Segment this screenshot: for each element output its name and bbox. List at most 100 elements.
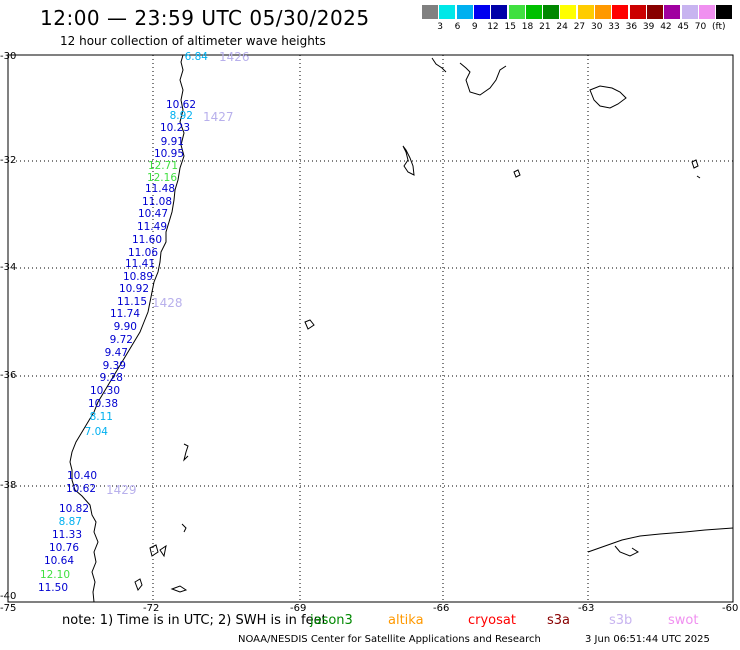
wave-height-label: 11.50 [37,582,68,594]
satellite-label: s3b [609,613,633,628]
latitude-label: -36 [0,370,17,381]
legend-swatch [508,5,525,19]
wave-height-label: 10.82 [58,503,89,515]
argentina-coastline-north [431,57,507,96]
wave-height-label: 12.16 [146,172,177,184]
pass-number-label: 1426 [219,50,250,64]
wave-height-label: 11.74 [109,308,140,320]
graticule [8,55,733,602]
page-subtitle: 12 hour collection of altimeter wave hei… [60,34,326,48]
legend-swatch [629,5,646,19]
wave-height-label: 12.71 [147,160,178,172]
legend-swatch [456,5,473,19]
mid-ocean-islet [304,319,315,330]
page-title: 12:00 — 23:59 UTC 05/30/2025 [40,6,370,30]
wave-height-label: 10.95 [153,148,184,160]
legend-swatch [439,5,456,19]
legend-label: 15 [504,22,516,32]
wave-height-label: 10.23 [159,122,190,134]
legend-label: 39 [642,22,655,32]
legend-label: 24 [556,22,568,32]
wave-height-label: 11.48 [144,183,175,195]
wave-height-label: 10.89 [122,271,153,283]
wave-height-label: 10.40 [66,470,97,482]
wave-height-label: 11.06 [127,247,158,259]
wave-height-label: 10.38 [87,398,118,410]
legend-swatch [422,5,438,19]
generated-timestamp: 3 Jun 06:51:44 UTC 2025 [585,634,710,645]
pass-number-label: 1429 [106,483,137,497]
legend-swatch [525,5,542,19]
wave-height-label: 6.84 [184,51,208,63]
south-atlantic-islet [513,169,521,178]
wave-height-label: 8.11 [89,411,113,423]
satellite-label: altika [388,613,424,628]
legend-label: 36 [625,22,638,32]
latitude-label: -38 [0,480,17,491]
wave-height-label: 11.15 [116,296,147,308]
longitude-label: -75 [0,603,17,614]
wave-height-label: 9.39 [102,360,126,372]
longitude-label: -60 [722,603,739,614]
satellite-label: s3a [547,613,571,628]
latitude-label: -32 [0,155,17,166]
legend-label: 12 [487,22,499,32]
legend-swatch [698,5,715,19]
wave-height-label: 10.92 [118,283,149,295]
legend-label: 21 [539,22,551,32]
wave-height-label: 8.87 [58,516,82,528]
wave-height-label: 10.47 [137,208,168,220]
satellite-label: swot [668,613,699,628]
legend-swatch [612,5,629,19]
legend-label: 6 [454,22,461,32]
legend-swatch [646,5,663,19]
wave-height-label: 10.62 [165,99,196,111]
peninsula-valdes-coast [587,527,734,553]
falklands-island [589,85,627,109]
longitude-label: -69 [290,603,307,614]
latitude-label: -30 [0,51,17,62]
wave-height-label: 11.60 [131,234,162,246]
argentina-river-mouth [402,145,415,176]
legend-label: 27 [573,22,586,32]
chiloe-fragments [134,544,188,593]
wave-height-label: 9.47 [104,347,128,359]
wave-height-label: 11.08 [141,196,172,208]
chile-coastline [69,54,185,603]
wave-height-label: 9.90 [113,321,137,333]
peninsula-shore [614,545,639,557]
legend-swatch [543,5,560,19]
latitude-label: -40 [0,591,17,602]
legend-swatch [716,5,733,19]
legend-swatch [560,5,577,19]
legend-swatch [491,5,508,19]
legend-label: 70 [694,22,707,32]
wave-height-label: 11.33 [51,529,82,541]
east-islet [691,159,701,179]
legend-label: 42 [660,22,672,32]
map-frame [7,54,734,603]
longitude-label: -63 [578,603,595,614]
legend-label: 33 [608,22,620,32]
legend-label: 18 [521,22,534,32]
satellite-label: jason3 [310,613,353,628]
longitude-label: -66 [433,603,450,614]
legend-swatch [595,5,611,19]
footer-note: note: 1) Time is in UTC; 2) SWH is in fe… [62,613,327,628]
credit-text: NOAA/NESDIS Center for Satellite Applica… [238,634,541,645]
wave-height-label: 11.49 [136,221,167,233]
legend-label: 30 [591,22,603,32]
wave-height-label: 10.76 [48,542,79,554]
wave-height-label: 11.41 [124,258,155,270]
wave-height-label: 9.28 [99,372,123,384]
legend-swatch [681,5,698,19]
latitude-label: -34 [0,262,17,273]
satellite-label: cryosat [468,613,516,628]
legend-swatch [664,5,681,19]
wave-height-label: 10.30 [89,385,120,397]
wave-height-label: 10.64 [43,555,74,567]
legend-unit: (ft) [712,22,726,32]
wave-height-label: 7.04 [84,426,108,438]
legend-swatch [473,5,490,19]
